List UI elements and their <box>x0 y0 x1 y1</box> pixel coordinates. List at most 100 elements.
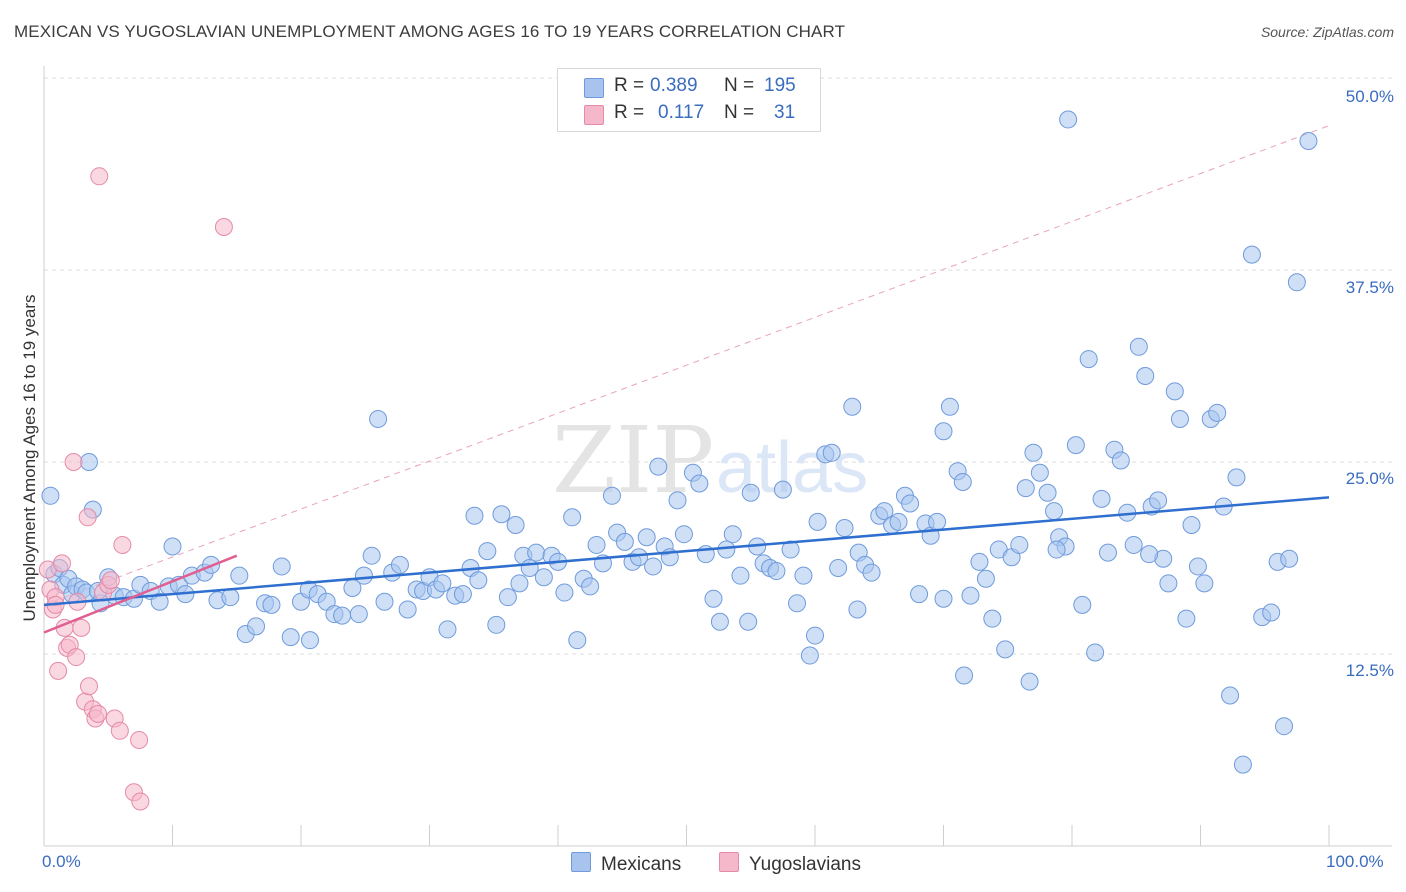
mexicans-point <box>1182 515 1201 534</box>
reference-line <box>43 125 1330 606</box>
mexicans-point <box>1149 491 1168 510</box>
mexicans-point <box>829 558 848 577</box>
mexicans-point <box>1024 443 1043 462</box>
mexicans-point <box>1221 686 1240 705</box>
mexicans-point <box>1140 545 1159 564</box>
yugoslavians-swatch <box>584 105 604 125</box>
mexicans-point <box>808 512 827 531</box>
mexicans-point <box>300 631 319 650</box>
mexicans-point <box>1136 366 1155 385</box>
mexicans-point <box>806 626 824 645</box>
yugoslavians-point <box>67 648 86 667</box>
legend-row-yugoslavians: R = 0.117 N = 31 <box>558 102 820 126</box>
mexicans-point <box>1262 603 1281 622</box>
watermark: ZIP atlas <box>552 407 868 514</box>
mexicans-point <box>739 612 758 631</box>
mexicans-point <box>1079 350 1098 369</box>
mexicans-point <box>710 612 729 631</box>
mexicans-point <box>1124 535 1143 554</box>
mexicans-point <box>1098 543 1117 562</box>
mexicans-point <box>629 548 648 567</box>
n-label: N = <box>724 102 755 123</box>
mexicans-point <box>1242 245 1261 264</box>
mexicans-point <box>587 535 606 554</box>
mexicans-point <box>1275 717 1294 736</box>
mexicans-point <box>354 566 373 585</box>
mexicans-point <box>262 595 281 614</box>
y-tick-label: 50.0% <box>1345 87 1394 106</box>
yugoslavians-point <box>110 721 129 740</box>
n-value: 31 <box>774 102 796 123</box>
source-label: Source: ZipAtlas.com <box>1260 24 1394 40</box>
legend-item-yugoslavians[interactable]: Yugoslavians <box>719 852 861 876</box>
mexicans-point <box>555 583 574 602</box>
yugoslavians-point <box>214 217 233 236</box>
mexicans-point <box>644 557 663 576</box>
mexicans-point <box>1233 755 1252 774</box>
mexicans-point <box>970 552 989 571</box>
mexicans-point <box>788 594 807 613</box>
mexicans-point <box>349 605 368 624</box>
mexicans-point <box>615 532 634 551</box>
yugoslavians-point <box>78 508 97 527</box>
n-value: 195 <box>764 75 796 96</box>
y-axis-label: Unemployment Among Ages 16 to 19 years <box>20 294 39 622</box>
mexicans-point <box>163 537 182 556</box>
mexicans-point <box>934 589 953 608</box>
mexicans-point <box>469 571 488 590</box>
mexicans-point <box>534 568 553 587</box>
mexicans-point <box>221 588 240 607</box>
x-tick-label: 100.0% <box>1326 852 1384 871</box>
gridlines <box>44 77 1392 655</box>
mexicans-point <box>492 505 511 524</box>
mexicans-point <box>928 512 947 531</box>
mexicans-point <box>1030 463 1049 482</box>
yugoslavians-point <box>90 167 109 186</box>
mexicans-point <box>1170 409 1189 428</box>
mexicans-point <box>465 506 484 525</box>
legend-item-mexicans[interactable]: Mexicans <box>571 852 681 876</box>
mexicans-point <box>717 540 736 559</box>
mexicans-point <box>1066 436 1085 455</box>
mexicans-point <box>889 512 908 531</box>
mexicans-point <box>940 397 959 416</box>
mexicans-point <box>527 543 546 562</box>
mexicans-point <box>781 540 800 559</box>
yugoslavians-point <box>52 554 71 573</box>
mexicans-point <box>848 600 867 619</box>
mexicans-point <box>843 397 862 416</box>
mexicans-point <box>731 566 750 585</box>
mexicans-point <box>150 592 169 611</box>
mexicans-point <box>362 546 381 565</box>
mexicans-point <box>79 453 98 471</box>
mexicans-points <box>41 110 1318 774</box>
legend-label: Mexicans <box>601 854 682 875</box>
n-label: N = <box>724 75 755 96</box>
mexicans-point <box>961 586 980 605</box>
mexicans-point <box>453 585 472 604</box>
mexicans-point <box>704 589 723 608</box>
legend-label: Yugoslavians <box>749 854 861 875</box>
mexicans-point <box>1129 337 1148 356</box>
mexicans-point <box>741 483 760 502</box>
r-label: R = <box>614 102 645 123</box>
mexicans-point <box>478 542 497 561</box>
mexicans-point <box>1188 557 1207 576</box>
mexicans-point <box>822 443 841 462</box>
mexicans-point <box>438 620 457 639</box>
mexicans-swatch <box>584 78 604 98</box>
mexicans-point <box>1047 540 1066 559</box>
mexicans-point <box>668 491 687 510</box>
yugoslavians-point <box>72 618 91 637</box>
mexicans-point <box>41 486 60 505</box>
yugoslavians-swatch <box>719 852 739 872</box>
mexicans-point <box>1195 574 1214 593</box>
legend-row-mexicans: R = 0.389 N = 195 <box>558 75 820 99</box>
mexicans-point <box>272 557 291 576</box>
mexicans-point <box>281 628 300 647</box>
mexicans-point <box>581 577 600 596</box>
yugoslavians-point <box>79 677 98 696</box>
r-label: R = <box>614 75 645 96</box>
mexicans-point <box>983 609 1002 628</box>
mexicans-point <box>1086 643 1105 662</box>
